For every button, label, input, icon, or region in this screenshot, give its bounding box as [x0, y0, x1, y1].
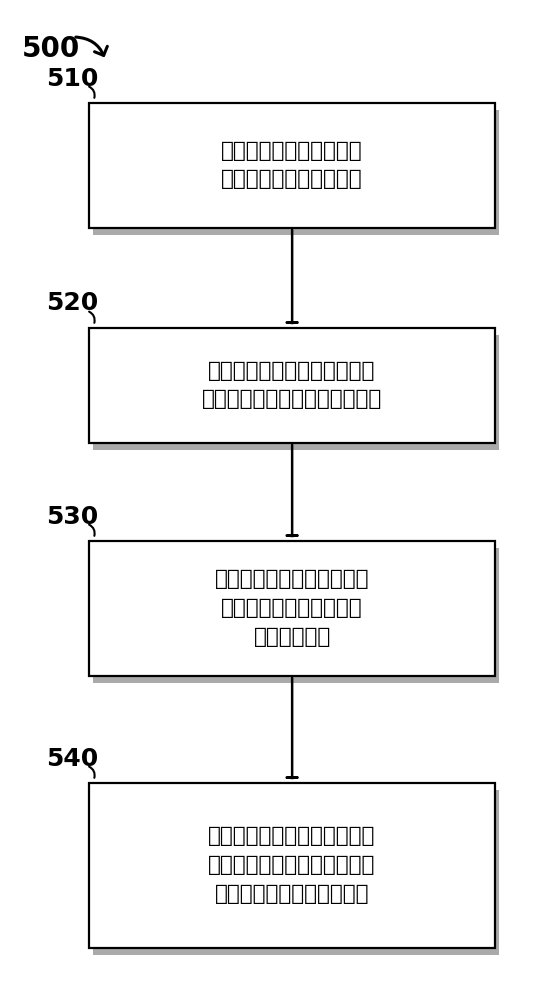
- Text: 540: 540: [46, 746, 98, 770]
- Bar: [89, 540, 495, 676]
- Bar: [89, 782, 495, 948]
- FancyArrowPatch shape: [89, 87, 95, 98]
- Text: 510: 510: [46, 66, 98, 91]
- Bar: [93, 109, 499, 234]
- Bar: [93, 790, 499, 954]
- Text: 530: 530: [46, 504, 98, 528]
- FancyArrowPatch shape: [89, 767, 95, 778]
- Bar: [89, 103, 495, 228]
- Text: 500: 500: [22, 35, 80, 63]
- Text: 520: 520: [46, 292, 98, 316]
- Text: 将所述一个或多个信号中的
至少两个进行比较以确定
管的时间延迟: 将所述一个或多个信号中的 至少两个进行比较以确定 管的时间延迟: [215, 569, 370, 647]
- Bar: [89, 328, 495, 442]
- FancyArrowPatch shape: [89, 312, 95, 323]
- Text: 将所述一个或多个信号提供给
振动计量仪中的计量仪电子器件: 将所述一个或多个信号提供给 振动计量仪中的计量仪电子器件: [202, 361, 382, 409]
- Text: 从振动计量仪中的计量仪
组件获得一个或多个信号: 从振动计量仪中的计量仪 组件获得一个或多个信号: [221, 141, 363, 189]
- Bar: [93, 548, 499, 682]
- FancyArrowPatch shape: [76, 37, 107, 55]
- FancyArrowPatch shape: [89, 525, 95, 536]
- Bar: [93, 334, 499, 450]
- Text: 利用信号参数偏移对时间延迟
进行补偿，其中信号参数偏移
基于计量仪电子器件的温度: 利用信号参数偏移对时间延迟 进行补偿，其中信号参数偏移 基于计量仪电子器件的温度: [208, 826, 376, 904]
